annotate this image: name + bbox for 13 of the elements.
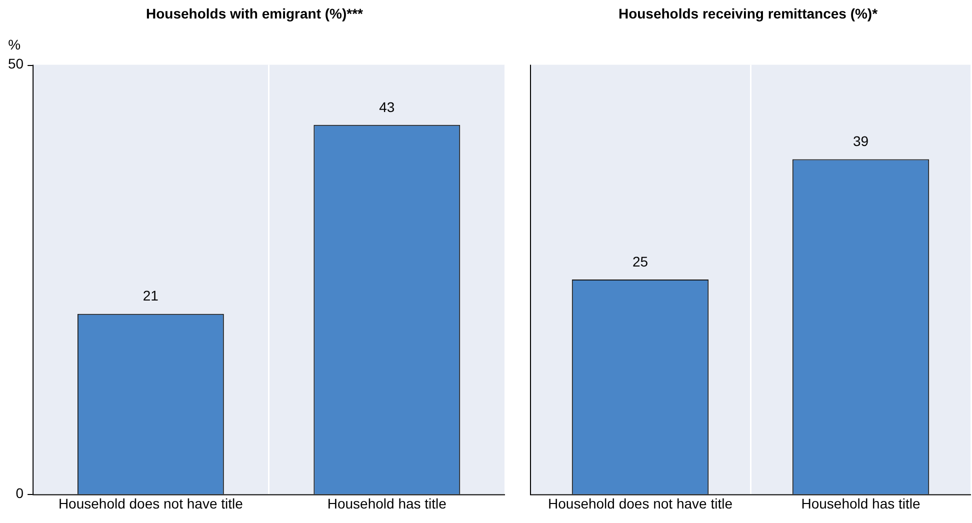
x-tick-label: Household has title: [801, 495, 920, 512]
chart-title: Households receiving remittances (%)*: [618, 5, 878, 22]
data-label: 39: [852, 133, 869, 150]
data-label: 21: [142, 288, 159, 304]
x-tick-label: Household does not have title: [58, 495, 244, 512]
x-tick-label: Household has title: [327, 495, 447, 512]
x-tick-label: Household does not have title: [548, 495, 733, 512]
y-tick-label: 0: [16, 485, 24, 502]
chart-title: Households with emigrant (%)***: [146, 5, 364, 22]
data-label: 25: [632, 253, 648, 270]
data-label: 43: [379, 98, 395, 115]
y-tick-label: 50: [8, 56, 24, 72]
y-axis-title: %: [8, 36, 21, 53]
